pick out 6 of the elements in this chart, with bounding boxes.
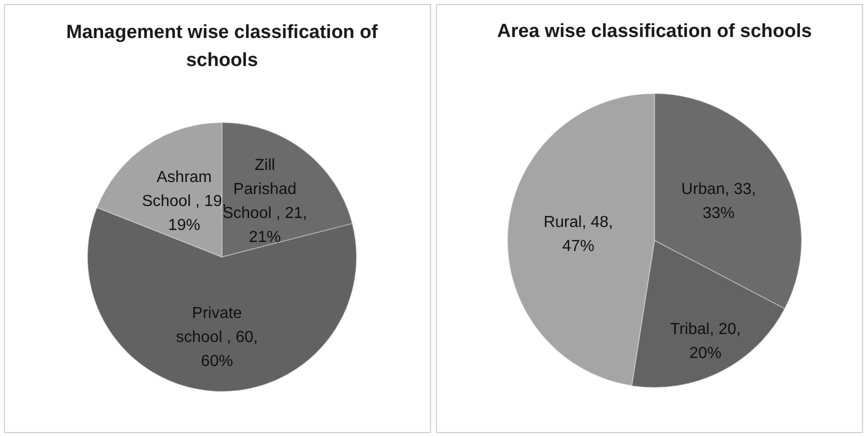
slice-label: Private school , 60, 60% — [176, 304, 258, 370]
slice-label: Urban, 33, 33% — [681, 181, 756, 222]
slice-label: Rural, 48, 47% — [544, 214, 613, 255]
chart-title: Management wise classification of schools — [66, 22, 378, 72]
slice-label: Tribal, 20, 20% — [670, 321, 741, 362]
chart-title: Area wise classification of schools — [497, 21, 812, 42]
